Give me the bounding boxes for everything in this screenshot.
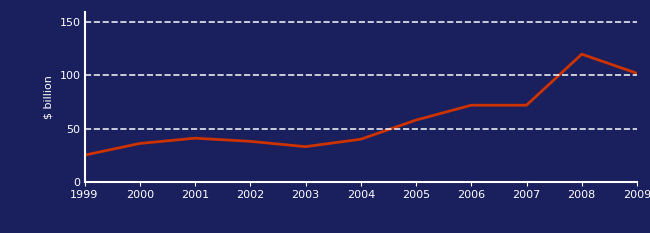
- Y-axis label: $ billion: $ billion: [44, 75, 54, 119]
